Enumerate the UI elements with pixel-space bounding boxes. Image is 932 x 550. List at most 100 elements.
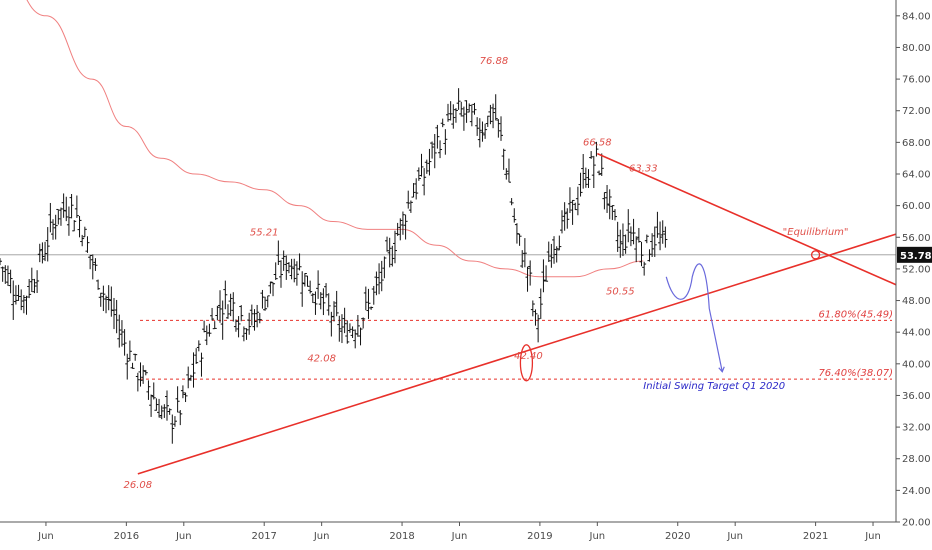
ohlc-bar <box>549 243 554 268</box>
ohlc-bar <box>652 226 657 257</box>
ohlc-bar <box>310 293 315 303</box>
ohlc-bar <box>395 222 400 236</box>
ohlc-bar <box>387 237 392 268</box>
ohlc-bar <box>212 321 217 330</box>
moving-average-layer <box>26 0 644 278</box>
ohlc-bar <box>122 329 127 356</box>
ohlc-bar <box>594 141 599 157</box>
x-tick-label: 2020 <box>665 531 690 542</box>
ohlc-bar <box>167 408 172 415</box>
ohlc-bar <box>252 309 257 331</box>
ohlc-bar <box>610 205 615 220</box>
ohlc-bar <box>615 221 620 252</box>
ohlc-bar <box>244 328 249 340</box>
ohlc-bar <box>448 101 453 121</box>
ohlc-bar <box>180 385 185 399</box>
ohlc-bar <box>385 236 390 252</box>
ohlc-bar <box>143 369 148 376</box>
ohlc-bar <box>369 306 374 310</box>
ohlc-bar <box>215 305 220 321</box>
ohlc-bar <box>636 227 641 243</box>
ohlc-bar <box>342 307 347 334</box>
last-price-value: 53.78 <box>900 251 932 262</box>
ohlc-bar <box>400 211 405 235</box>
ohlc-bar <box>461 106 466 131</box>
price-annotation: 26.08 <box>124 480 153 491</box>
ohlc-bar <box>379 260 384 292</box>
ohlc-bar <box>623 234 628 254</box>
ohlc-bar <box>506 158 511 183</box>
y-tick-label: 76.00 <box>902 75 931 86</box>
ohlc-bar <box>430 141 435 159</box>
ohlc-bar <box>419 153 424 177</box>
ohlc-bar <box>496 119 501 138</box>
ohlc-bar <box>207 323 212 337</box>
ohlc-bar <box>326 293 331 316</box>
fib-level-label: 76.40%(38.07) <box>818 368 893 379</box>
equilibrium-label: "Equilibrium" <box>783 227 849 238</box>
ohlc-bar <box>117 314 122 348</box>
ohlc-bar <box>581 154 586 189</box>
projection-arrowhead <box>718 366 725 373</box>
ohlc-bar <box>302 273 307 287</box>
ohlc-bar <box>35 270 40 294</box>
y-tick-label: 48.00 <box>902 296 931 307</box>
ohlc-bar <box>66 206 71 236</box>
ohlc-bar <box>21 295 26 314</box>
ohlc-bar <box>647 249 652 262</box>
ohlc-bar <box>104 295 109 314</box>
ohlc-bar <box>517 233 522 246</box>
trendlines-layer <box>137 152 897 475</box>
ohlc-bar <box>88 254 93 270</box>
x-tick-label: Jun <box>726 531 743 542</box>
ohlc-bar <box>464 100 469 123</box>
ohlc-bar <box>570 199 575 225</box>
ohlc-bar <box>350 326 355 339</box>
ohlc-bar <box>202 320 207 333</box>
x-tick-label: 2017 <box>251 531 276 542</box>
y-tick-label: 28.00 <box>902 454 931 465</box>
ohlc-bar <box>188 374 193 381</box>
price-annotation: 63.33 <box>629 163 658 174</box>
ohlc-bar <box>485 115 490 127</box>
ohlc-bar <box>324 283 329 298</box>
ohlc-bar <box>74 195 79 218</box>
ohlc-bar <box>591 155 596 189</box>
ohlc-bar <box>300 271 305 307</box>
x-tick-label: Jun <box>589 531 606 542</box>
x-tick-label: 2019 <box>527 531 552 542</box>
ohlc-bar <box>61 193 66 218</box>
ohlc-bar <box>268 281 273 294</box>
ohlc-bar <box>210 307 215 321</box>
ohlc-bar <box>149 394 154 417</box>
ohlc-bar <box>472 102 477 115</box>
ohlc-bar <box>650 233 655 257</box>
ohlc-bar <box>175 386 180 413</box>
ohlc-bar <box>509 198 514 206</box>
ohlc-bar <box>157 398 162 418</box>
ohlc-bar <box>493 94 498 121</box>
ohlc-bar <box>318 292 323 310</box>
ohlc-bar <box>453 108 458 123</box>
ohlc-bar <box>43 241 48 262</box>
x-tick-label: 2018 <box>389 531 414 542</box>
ohlc-bar <box>273 262 278 280</box>
y-tick-label: 56.00 <box>902 233 931 244</box>
ohlc-bar <box>286 262 291 274</box>
price-annotation: 66.58 <box>583 138 612 149</box>
ohlc-bar <box>241 326 246 342</box>
equilibrium-marker <box>810 250 821 260</box>
ohlc-bar <box>525 266 530 292</box>
ohlc-bar <box>512 208 517 223</box>
ohlc-bar <box>85 236 90 253</box>
ohlc-bar <box>628 226 633 247</box>
ohlc-bar <box>618 229 623 258</box>
ohlc-bar <box>220 300 225 340</box>
ohlc-bar <box>247 312 252 335</box>
ohlc-bar <box>260 289 265 309</box>
ohlc-bar <box>562 202 567 231</box>
ohlc-bar <box>231 292 236 322</box>
ohlc-bar <box>552 236 557 264</box>
ohlc-bar <box>233 319 238 332</box>
ohlc-bar <box>575 186 580 216</box>
